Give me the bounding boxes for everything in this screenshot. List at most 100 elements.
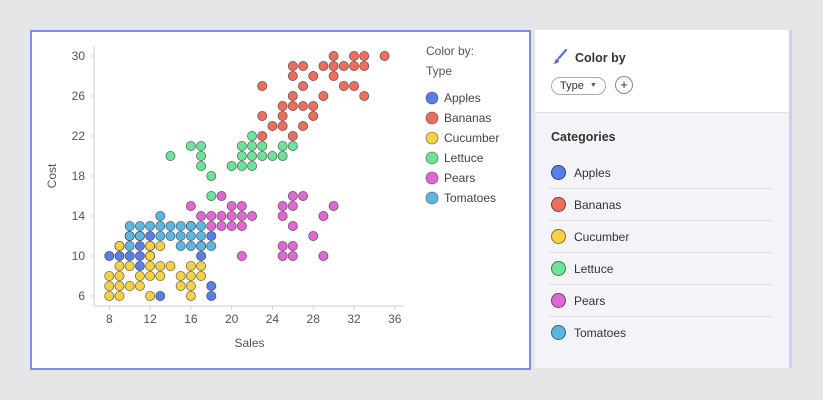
add-column-button[interactable]: + <box>615 76 633 94</box>
category-label: Bananas <box>574 197 622 212</box>
x-tick-label: 32 <box>347 312 361 326</box>
data-point-pears <box>287 190 298 201</box>
data-point-apples <box>206 230 217 241</box>
scatter-chart-panel[interactable]: 8 12 16 20 24 28 32 36 6 10 14 18 22 26 30 Sales Cost Col… <box>30 30 531 370</box>
data-point-bananas <box>338 81 349 92</box>
data-point-lettuce <box>226 160 237 171</box>
data-point-tomatoes <box>175 220 186 231</box>
data-point-tomatoes <box>196 230 207 241</box>
data-point-cucumber <box>185 290 196 301</box>
x-tick-label: 28 <box>307 312 321 326</box>
x-tick-label: 20 <box>225 312 239 326</box>
categories-heading: Categories <box>551 130 616 144</box>
data-point-cucumber <box>145 290 156 301</box>
data-point-bananas <box>318 60 329 71</box>
data-point-cucumber <box>185 260 196 271</box>
data-point-pears <box>216 210 227 221</box>
categories-list: Apples Bananas Cucumber Lettuce Pears Tomatoe… <box>549 157 773 348</box>
legend-label-bananas: Bananas <box>444 111 491 125</box>
data-point-pears <box>226 220 237 231</box>
data-point-apples <box>124 250 135 261</box>
data-point-bananas <box>257 81 268 92</box>
data-point-apples <box>155 290 166 301</box>
data-point-cucumber <box>185 280 196 291</box>
data-point-tomatoes <box>145 220 156 231</box>
x-tick-label: 8 <box>106 312 113 326</box>
data-point-cucumber <box>104 280 115 291</box>
category-color-swatch[interactable] <box>551 229 566 244</box>
data-point-pears <box>236 220 247 231</box>
data-point-cucumber <box>134 270 145 281</box>
category-color-swatch[interactable] <box>551 293 566 308</box>
data-point-lettuce <box>267 151 278 162</box>
caret-down-icon: ▼ <box>589 82 597 89</box>
category-color-swatch[interactable] <box>551 325 566 340</box>
x-tick-label: 24 <box>266 312 280 326</box>
category-label: Tomatoes <box>574 325 627 340</box>
category-item-lettuce[interactable]: Lettuce <box>549 253 773 285</box>
data-point-bananas <box>328 71 339 82</box>
data-point-apples <box>114 250 125 261</box>
data-point-tomatoes <box>155 210 166 221</box>
data-point-tomatoes <box>124 240 135 251</box>
data-point-lettuce <box>165 151 176 162</box>
data-point-cucumber <box>165 260 176 271</box>
category-item-pears[interactable]: Pears <box>549 285 773 317</box>
data-point-pears <box>236 250 247 261</box>
data-point-cucumber <box>145 240 156 251</box>
data-point-tomatoes <box>155 220 166 231</box>
category-item-cucumber[interactable]: Cucumber <box>549 221 773 253</box>
category-color-swatch[interactable] <box>551 165 566 180</box>
data-point-bananas <box>257 111 268 122</box>
data-point-tomatoes <box>196 240 207 251</box>
legend-title: Color by: <box>426 44 474 58</box>
data-point-bananas <box>308 111 319 122</box>
data-point-bananas <box>277 121 288 132</box>
data-point-bananas <box>298 81 309 92</box>
color-by-column-value: Type <box>560 80 584 92</box>
data-point-cucumber <box>145 260 156 271</box>
data-point-pears <box>216 220 227 231</box>
data-point-tomatoes <box>175 240 186 251</box>
data-point-pears <box>328 200 339 211</box>
data-point-apples <box>134 250 145 261</box>
x-tick-label: 16 <box>184 312 198 326</box>
data-point-pears <box>287 220 298 231</box>
data-point-pears <box>318 250 329 261</box>
data-point-lettuce <box>257 151 268 162</box>
data-point-bananas <box>277 101 288 112</box>
data-point-bananas <box>287 71 298 82</box>
data-point-cucumber <box>114 280 125 291</box>
category-item-apples[interactable]: Apples <box>549 157 773 189</box>
x-axis-title: Sales <box>234 336 264 350</box>
color-by-section: Color by Type ▼ + <box>535 30 789 113</box>
data-point-bananas <box>298 101 309 112</box>
data-point-apples <box>206 280 217 291</box>
data-point-bananas <box>287 91 298 102</box>
data-point-pears <box>318 210 329 221</box>
data-point-bananas <box>359 91 370 102</box>
data-point-cucumber <box>104 270 115 281</box>
data-point-bananas <box>287 101 298 112</box>
data-point-bananas <box>318 91 329 102</box>
data-point-lettuce <box>277 141 288 152</box>
data-point-cucumber <box>145 250 156 261</box>
category-item-bananas[interactable]: Bananas <box>549 189 773 221</box>
data-point-tomatoes <box>124 220 135 231</box>
legend-label-tomatoes: Tomatoes <box>444 191 496 205</box>
data-point-tomatoes <box>185 230 196 241</box>
color-by-column-selector[interactable]: Type ▼ <box>551 77 606 95</box>
legend-swatch-tomatoes <box>425 191 439 205</box>
data-point-tomatoes <box>196 220 207 231</box>
category-color-swatch[interactable] <box>551 261 566 276</box>
data-point-lettuce <box>247 131 258 142</box>
category-color-swatch[interactable] <box>551 197 566 212</box>
y-tick-label: 30 <box>72 49 86 63</box>
data-point-cucumber <box>145 270 156 281</box>
data-point-pears <box>287 240 298 251</box>
data-point-cucumber <box>114 240 125 251</box>
data-point-cucumber <box>175 270 186 281</box>
data-point-cucumber <box>134 280 145 291</box>
category-item-tomatoes[interactable]: Tomatoes <box>549 317 773 348</box>
data-point-pears <box>226 200 237 211</box>
